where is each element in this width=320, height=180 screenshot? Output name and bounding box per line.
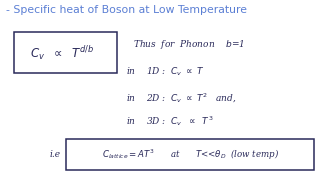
Text: in    2D :  $C_v$ $\propto$ $T^2$   and,: in 2D : $C_v$ $\propto$ $T^2$ and, [126,91,237,105]
Text: in    1D :  $C_v$ $\propto$ $T$: in 1D : $C_v$ $\propto$ $T$ [126,66,205,78]
Text: - Specific heat of Boson at Low Temperature: - Specific heat of Boson at Low Temperat… [6,5,247,15]
Text: Thus  for  Phonon    $b$=1: Thus for Phonon $b$=1 [133,38,244,51]
Bar [14,32,117,73]
Text: $C_{lattice}$$=$$AT^3$      at      $T$<<$\theta_D$  (low temp): $C_{lattice}$$=$$AT^3$ at $T$<<$\theta_D… [102,147,279,162]
Bar [66,139,314,170]
Text: in    3D :  $C_v$  $\propto$  $T^3$: in 3D : $C_v$ $\propto$ $T^3$ [126,114,214,129]
Text: i.e: i.e [50,150,61,159]
Text: $C_v$  $\propto$  $T^{d/b}$: $C_v$ $\propto$ $T^{d/b}$ [30,44,94,62]
